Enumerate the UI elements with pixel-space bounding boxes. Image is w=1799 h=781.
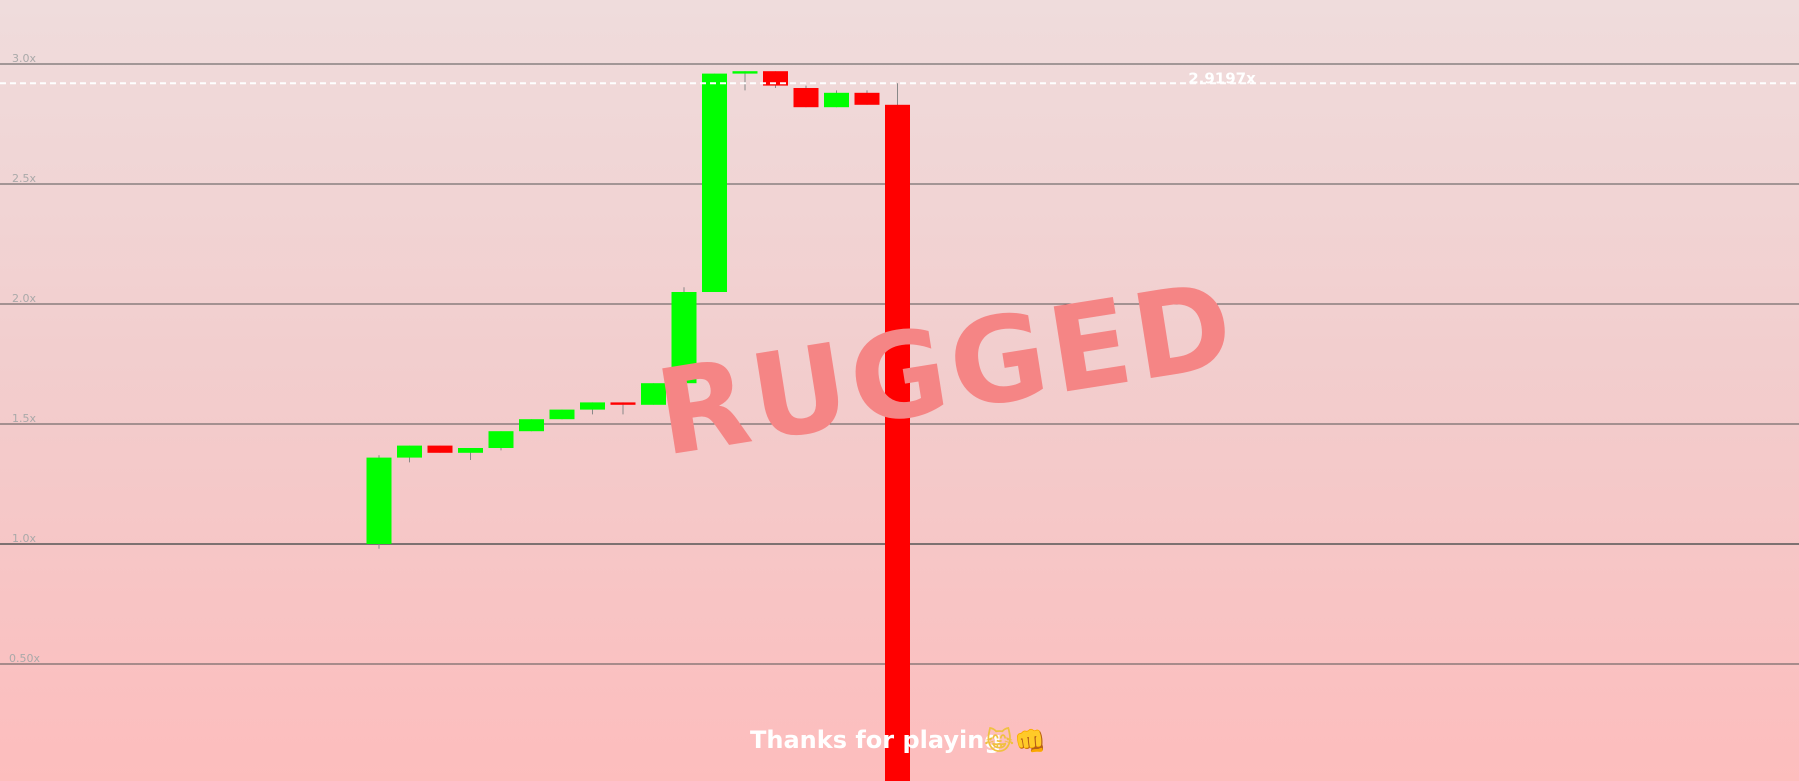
candle-up	[549, 409, 575, 420]
candle-down	[793, 88, 819, 108]
candle-up	[519, 419, 544, 432]
candle-down	[885, 104, 910, 781]
y-tick-label: 2.0x	[12, 292, 36, 305]
y-tick-label: 2.5x	[12, 172, 36, 185]
footer-text: Thanks for playing	[750, 726, 1001, 754]
candle-layer	[366, 71, 910, 781]
candle-up	[671, 292, 697, 384]
candle-up	[580, 402, 605, 410]
footer: Thanks for playing 😹👊	[750, 726, 1047, 757]
candle-up	[397, 445, 422, 458]
candle-down	[763, 71, 788, 86]
candle-up	[488, 431, 514, 448]
candle-down	[610, 402, 636, 405]
candle-down	[854, 92, 880, 105]
candle-up	[732, 71, 758, 74]
y-tick-label: 0.50x	[9, 652, 40, 665]
candle-up	[641, 383, 666, 405]
rugged-stamp: RUGGED	[648, 255, 1245, 482]
candle-up	[824, 92, 849, 108]
footer-emoji: 😹👊	[984, 727, 1047, 757]
candle-up	[366, 457, 392, 544]
y-tick-label: 1.0x	[12, 532, 36, 545]
candle-down	[427, 445, 453, 453]
candle-up	[702, 73, 727, 292]
y-tick-label: 3.0x	[12, 52, 36, 65]
rugged-stamp-text: RUGGED	[648, 255, 1245, 482]
current-value-label: 2.9197x	[1188, 69, 1256, 87]
y-tick-label: 1.5x	[12, 412, 36, 425]
candle-up	[458, 448, 483, 453]
